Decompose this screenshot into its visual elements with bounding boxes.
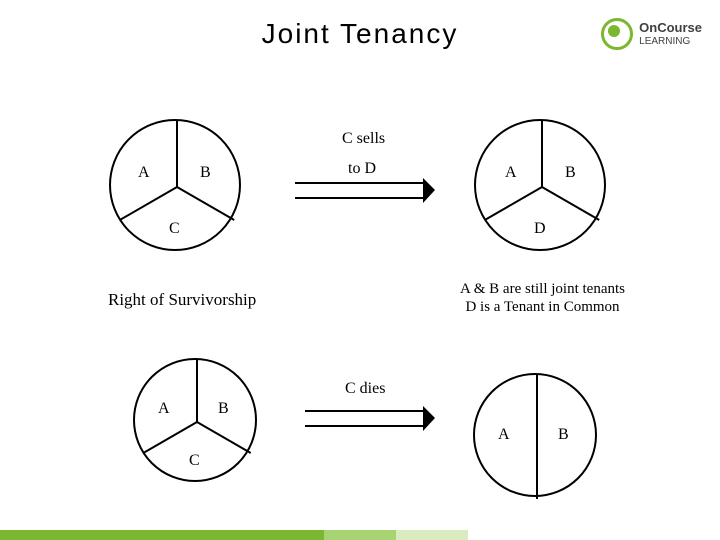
pie4-label-b: B <box>558 426 569 444</box>
pie1-label-c: C <box>169 220 180 238</box>
pie3-label-a: A <box>158 400 170 418</box>
arrow1-text-top: C sells <box>342 130 385 148</box>
logo-text: OnCourse LEARNING <box>639 21 702 46</box>
footer-accent-bar <box>0 530 720 540</box>
pie1-label-b: B <box>200 164 211 182</box>
caption-line2: D is a Tenant in Common <box>465 299 619 315</box>
pie2-label-a: A <box>505 164 517 182</box>
pie2-label-d: D <box>534 220 546 238</box>
brand-logo: OnCourse LEARNING <box>601 18 702 50</box>
pie3-label-c: C <box>189 452 200 470</box>
pie1-label-a: A <box>138 164 150 182</box>
arrow-right-icon <box>295 178 435 206</box>
caption-tenant-common: A & B are still joint tenants D is a Ten… <box>460 280 625 316</box>
pie4-label-a: A <box>498 426 510 444</box>
caption-survivorship: Right of Survivorship <box>108 290 256 310</box>
arrow2-text-top: C dies <box>345 380 385 398</box>
logo-brand: OnCourse <box>639 20 702 35</box>
logo-icon <box>601 18 633 50</box>
pie-ab <box>473 373 597 497</box>
arrow-right-icon-2 <box>305 406 435 434</box>
caption-line1: A & B are still joint tenants <box>460 281 625 297</box>
logo-sub: LEARNING <box>639 36 690 47</box>
pie3-label-b: B <box>218 400 229 418</box>
pie2-label-b: B <box>565 164 576 182</box>
arrow1-text-bottom: to D <box>348 160 376 178</box>
